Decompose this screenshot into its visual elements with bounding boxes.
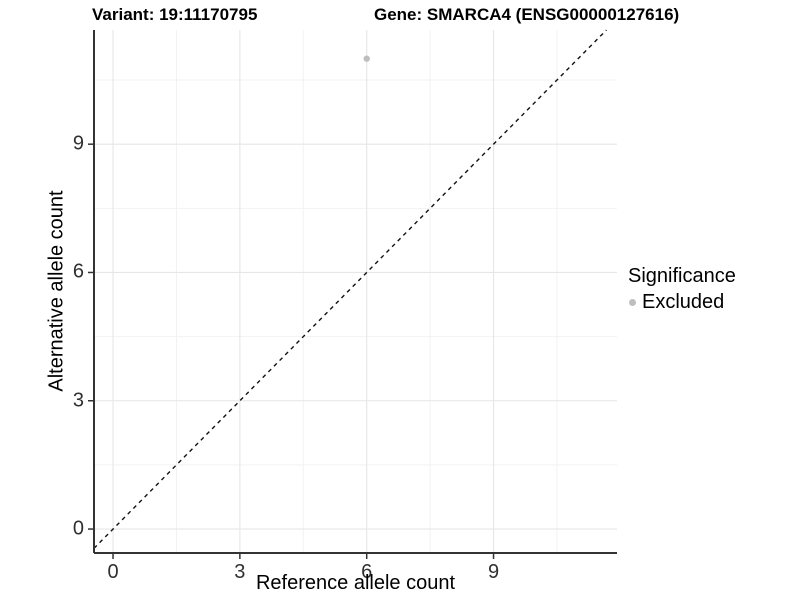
legend-item-label: Excluded	[642, 291, 725, 313]
y-tick-label: 0	[72, 517, 84, 540]
x-tick-label: 9	[487, 561, 500, 583]
legend-title: Significance	[628, 265, 736, 287]
x-tick-label: 3	[234, 561, 246, 583]
y-tick-label: 3	[72, 389, 84, 412]
y-axis-title: Alternative allele count	[45, 190, 68, 392]
gene-title: Gene: SMARCA4 (ENSG00000127616)	[374, 5, 680, 24]
x-tick-label: 6	[361, 561, 373, 583]
plot-canvas	[88, 29, 617, 559]
data-point	[363, 55, 370, 62]
y-tick-label: 9	[72, 132, 84, 155]
legend-point-icon	[629, 299, 636, 306]
legend-item-excluded: Excluded	[628, 291, 736, 314]
variant-title: Variant: 19:11170795	[92, 5, 258, 24]
plot-panel: 0 3 6 9 0 3 6 9	[73, 29, 617, 583]
y-tick-label: 6	[72, 260, 84, 283]
identity-line	[93, 29, 607, 549]
legend: Significance Excluded	[628, 265, 736, 314]
x-axis-title: Reference allele count	[255, 572, 455, 594]
x-tick-label: 0	[107, 561, 119, 583]
